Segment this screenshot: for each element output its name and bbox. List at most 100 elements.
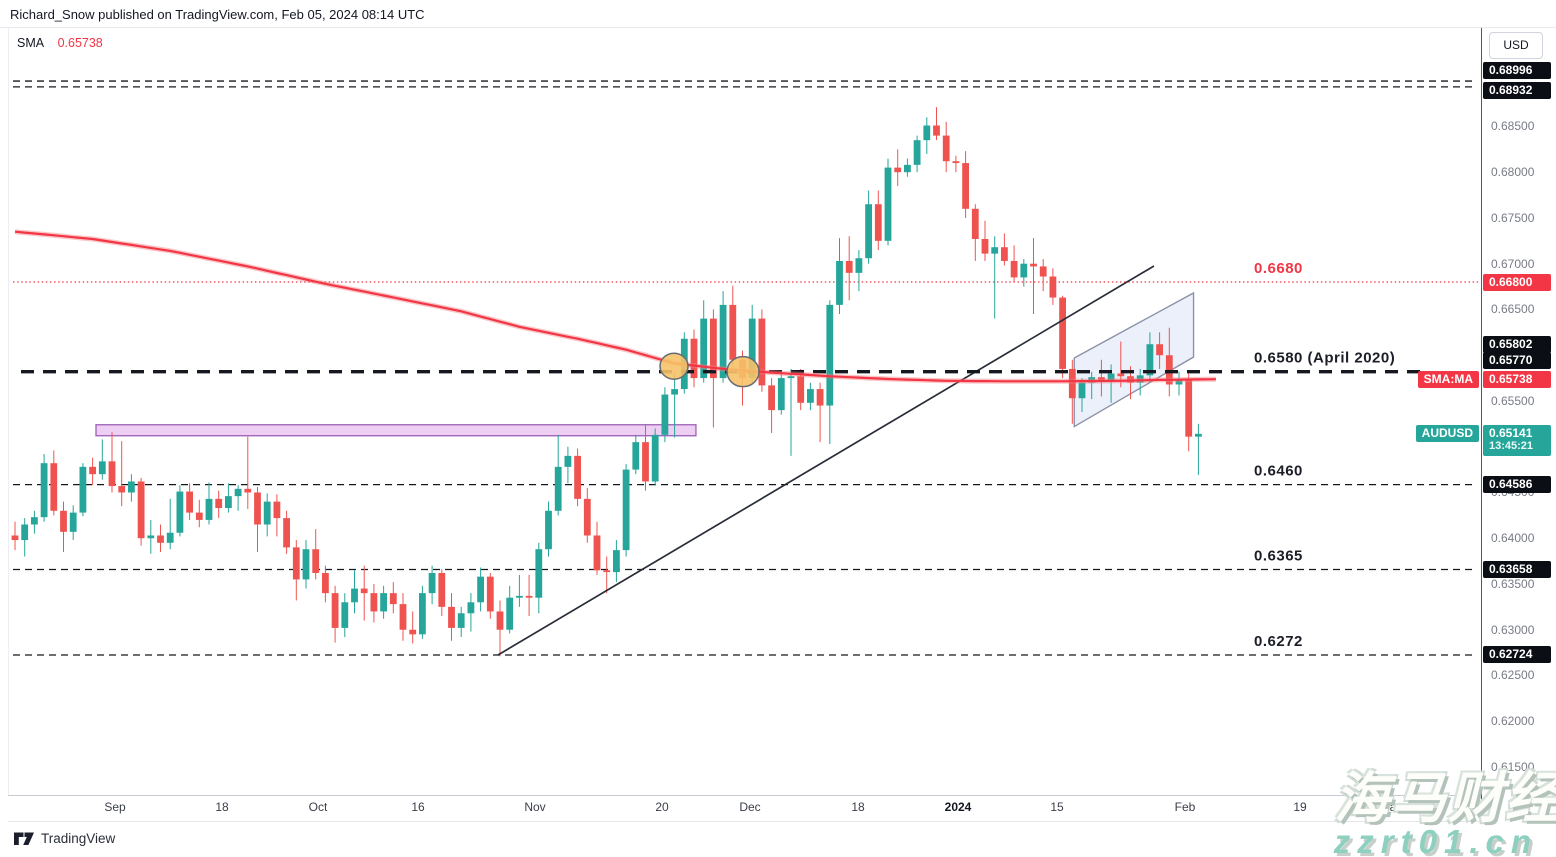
candle-body-2023-12-14: [836, 260, 843, 305]
candle-body-2023-12-04: [758, 318, 766, 386]
candle-body-2023-10-30: [516, 595, 523, 598]
candle-body-2023-11-06: [564, 455, 572, 467]
candle-body-2023-11-13: [613, 550, 620, 573]
candle-body-2024-01-05: [991, 247, 999, 254]
price-badge-0.66800: 0.66800: [1483, 273, 1551, 291]
candle-body-2023-09-11: [176, 491, 184, 533]
price-tick-0.61500: 0.61500: [1491, 760, 1535, 774]
level-label-0.6365: 0.6365: [1254, 548, 1303, 565]
candle-body-2023-09-19: [234, 488, 242, 497]
candle-body-2023-12-11: [807, 389, 814, 403]
candle-body-2023-10-11: [389, 593, 397, 605]
candle-body-2023-09-01: [118, 486, 126, 493]
candle-body-2023-12-06: [777, 378, 785, 411]
sma-test-circle-1[interactable]: [659, 352, 689, 380]
price-tick-0.63500: 0.63500: [1491, 576, 1535, 591]
level-label-0.6272: 0.6272: [1254, 633, 1303, 650]
candle-body-2023-11-27: [710, 318, 717, 379]
candle-body-2023-10-23: [467, 602, 475, 614]
candle-body-2023-09-06: [147, 535, 155, 539]
price-chart-canvas[interactable]: 0.6680 0.6580 (April 2020) 0.6460 0.6365 0.6…: [9, 28, 1482, 795]
candles-layer[interactable]: [11, 107, 1202, 657]
candle-body-2024-02-05: [1195, 433, 1202, 437]
candle-body-2024-01-22: [1098, 377, 1105, 381]
time-label-19: 19: [1293, 800, 1307, 814]
candle-body-2023-11-08: [583, 498, 591, 536]
candle-body-2023-12-22: [894, 167, 902, 173]
candle-body-2023-12-15: [845, 260, 853, 273]
indicator-value: 0.65738: [57, 36, 103, 50]
candle-body-2023-10-31: [525, 595, 533, 598]
candle-body-2023-10-05: [351, 588, 358, 603]
indicator-name: SMA: [17, 36, 45, 50]
candle-body-2024-01-04: [981, 238, 989, 254]
candle-body-2023-08-24: [60, 510, 67, 532]
time-label-20: 20: [655, 800, 669, 814]
candle-body-2023-12-13: [826, 304, 834, 406]
candle-body-2023-08-28: [79, 466, 87, 513]
candle-body-2024-01-01: [952, 161, 960, 164]
price-tick-0.67500: 0.67500: [1491, 210, 1535, 225]
candle-body-2023-09-25: [273, 501, 281, 519]
candle-body-2023-11-09: [593, 535, 601, 571]
candle-body-2023-09-14: [205, 498, 213, 520]
candle-body-2023-12-19: [865, 204, 872, 259]
indicator-legend[interactable]: SMA 0.65738: [17, 36, 103, 50]
candle-body-2024-01-10: [1020, 263, 1028, 278]
candle-body-2024-01-16: [1059, 297, 1066, 369]
currency-toggle-button[interactable]: USD: [1489, 32, 1543, 59]
candle-body-2023-08-25: [69, 512, 77, 532]
resistance-zone[interactable]: [95, 424, 697, 437]
time-label-16: 16: [411, 800, 425, 814]
candle-body-2024-02-02: [1185, 379, 1193, 437]
axis-tag-audusd: AUDUSD: [1415, 424, 1479, 442]
candle-body-2024-01-31: [1165, 355, 1173, 385]
time-axis[interactable]: Sep 18 Oct 16 Nov 20 Dec 18 2024 15 Feb 19 Mar: [8, 795, 1481, 822]
candle-body-2023-10-19: [448, 606, 455, 628]
candle-body-2023-09-21: [254, 492, 261, 525]
candle-body-2023-11-14: [622, 469, 630, 551]
axis-tag-sma-ma: SMA:MA: [1417, 370, 1479, 388]
candle-body-2023-11-01: [535, 549, 543, 598]
price-axis[interactable]: USD 0.68500 0.68000 0.67500 0.67000 0.66500 0…: [1481, 28, 1556, 820]
chart-pane[interactable]: 0.6680 0.6580 (April 2020) 0.6460 0.6365 0.6…: [8, 28, 1482, 795]
watermark-domain: zzrt01.cn: [1333, 823, 1538, 857]
bear-flag-channel[interactable]: [1073, 291, 1195, 428]
candle-body-2023-08-29: [89, 466, 96, 475]
candle-body-2023-09-20: [244, 488, 252, 493]
price-tick-0.62500: 0.62500: [1491, 668, 1535, 683]
candle-body-2023-10-13: [409, 629, 417, 635]
candle-body-2023-11-23: [690, 338, 698, 379]
sma-test-circle-2[interactable]: [726, 355, 760, 388]
price-tick-0.68500: 0.68500: [1491, 119, 1535, 134]
candle-body-2023-09-26: [283, 518, 290, 548]
candle-body-2023-09-07: [157, 535, 164, 543]
candle-body-2023-09-13: [195, 512, 203, 520]
candle-body-2023-08-22: [40, 463, 48, 518]
candle-body-2024-01-18: [1078, 382, 1086, 399]
candle-body-2023-11-28: [719, 304, 727, 379]
candle-body-2024-01-19: [1088, 377, 1096, 383]
candle-body-2023-08-21: [31, 517, 38, 525]
candle-body-2023-12-27: [923, 125, 931, 141]
price-badge-0.64586: 0.64586: [1483, 476, 1551, 494]
candle-body-2024-01-02: [962, 163, 969, 209]
candle-body-2023-11-07: [574, 455, 581, 499]
candle-body-2023-12-07: [787, 376, 795, 379]
candle-body-2023-10-16: [419, 593, 426, 635]
tradingview-attribution[interactable]: TradingView: [14, 831, 115, 846]
sma-line[interactable]: [14, 230, 1216, 383]
countdown-timer: 13:45:21: [1489, 439, 1534, 452]
candle-body-2023-08-31: [108, 461, 116, 487]
ascending-trendline[interactable]: [497, 265, 1155, 656]
price-badge-0.62724: 0.62724: [1483, 646, 1551, 664]
candle-body-2024-01-26: [1136, 375, 1144, 383]
level-label-0.6460: 0.6460: [1254, 463, 1303, 480]
tradingview-logo-icon: [14, 832, 34, 845]
publisher-note: Richard_Snow published on TradingView.co…: [10, 7, 425, 22]
candle-body-2023-09-05: [137, 481, 145, 539]
candle-body-2023-10-25: [486, 576, 494, 612]
candle-body-2023-12-28: [933, 125, 940, 136]
candle-body-2023-11-21: [671, 389, 678, 395]
